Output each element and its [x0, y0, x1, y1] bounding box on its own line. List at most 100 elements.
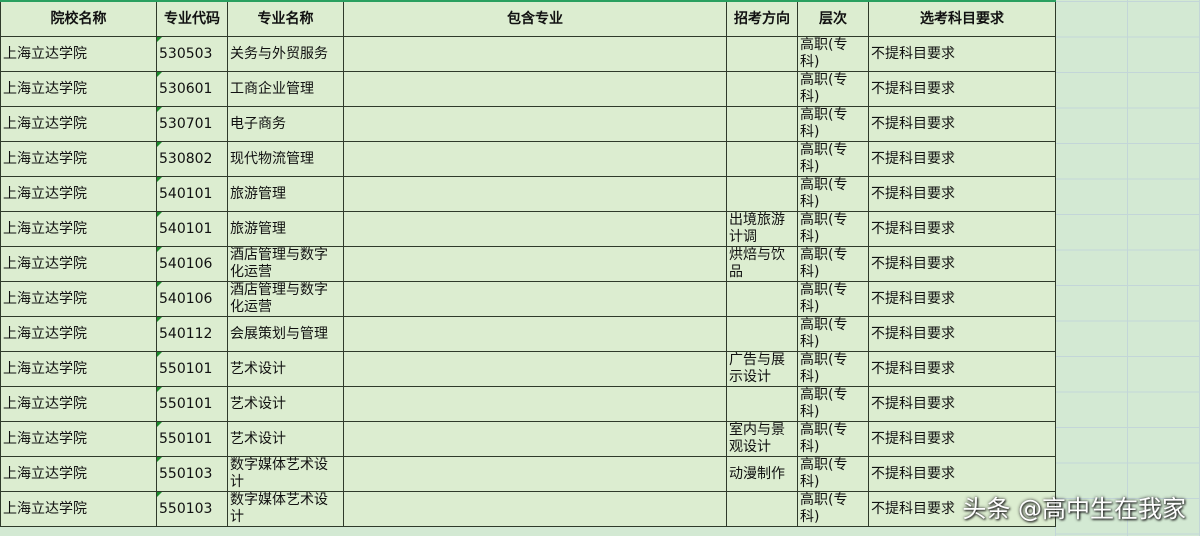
cell-school-name[interactable]: 上海立达学院 — [0, 36, 157, 72]
cell-included-majors[interactable] — [343, 456, 727, 492]
header-major-name[interactable]: 专业名称 — [227, 0, 344, 37]
cell-major-name[interactable]: 艺术设计 — [227, 421, 344, 457]
cell-school-name[interactable]: 上海立达学院 — [0, 281, 157, 317]
cell-school-name[interactable]: 上海立达学院 — [0, 141, 157, 177]
cell-school-name[interactable]: 上海立达学院 — [0, 386, 157, 422]
cell-subject-requirement[interactable]: 不提科目要求 — [868, 456, 1056, 492]
cell-school-name[interactable]: 上海立达学院 — [0, 211, 157, 247]
cell-major-code[interactable]: 540106 — [156, 246, 228, 282]
cell-included-majors[interactable] — [343, 246, 727, 282]
cell-major-code[interactable]: 530601 — [156, 71, 228, 107]
cell-school-name[interactable]: 上海立达学院 — [0, 351, 157, 387]
cell-major-code[interactable]: 540101 — [156, 211, 228, 247]
header-level[interactable]: 层次 — [797, 0, 869, 37]
cell-major-name[interactable]: 酒店管理与数字化运营 — [227, 246, 344, 282]
cell-major-name[interactable]: 数字媒体艺术设计 — [227, 491, 344, 527]
cell-major-code[interactable]: 550101 — [156, 351, 228, 387]
cell-major-code[interactable]: 530802 — [156, 141, 228, 177]
cell-level[interactable]: 高职(专科) — [797, 421, 869, 457]
cell-subject-requirement[interactable]: 不提科目要求 — [868, 421, 1056, 457]
cell-level[interactable]: 高职(专科) — [797, 71, 869, 107]
cell-major-code[interactable]: 550101 — [156, 386, 228, 422]
cell-subject-requirement[interactable]: 不提科目要求 — [868, 281, 1056, 317]
cell-subject-requirement[interactable]: 不提科目要求 — [868, 71, 1056, 107]
cell-direction[interactable] — [726, 141, 798, 177]
cell-subject-requirement[interactable]: 不提科目要求 — [868, 351, 1056, 387]
cell-school-name[interactable]: 上海立达学院 — [0, 421, 157, 457]
cell-included-majors[interactable] — [343, 106, 727, 142]
cell-major-name[interactable]: 酒店管理与数字化运营 — [227, 281, 344, 317]
cell-direction[interactable]: 烘焙与饮品 — [726, 246, 798, 282]
cell-level[interactable]: 高职(专科) — [797, 386, 869, 422]
cell-major-name[interactable]: 旅游管理 — [227, 176, 344, 212]
cell-level[interactable]: 高职(专科) — [797, 36, 869, 72]
cell-major-code[interactable]: 540106 — [156, 281, 228, 317]
cell-included-majors[interactable] — [343, 281, 727, 317]
cell-school-name[interactable]: 上海立达学院 — [0, 176, 157, 212]
cell-included-majors[interactable] — [343, 386, 727, 422]
cell-major-name[interactable]: 艺术设计 — [227, 351, 344, 387]
cell-school-name[interactable]: 上海立达学院 — [0, 71, 157, 107]
cell-direction[interactable] — [726, 36, 798, 72]
cell-direction[interactable]: 广告与展示设计 — [726, 351, 798, 387]
cell-school-name[interactable]: 上海立达学院 — [0, 246, 157, 282]
cell-level[interactable]: 高职(专科) — [797, 211, 869, 247]
cell-level[interactable]: 高职(专科) — [797, 141, 869, 177]
cell-major-name[interactable]: 关务与外贸服务 — [227, 36, 344, 72]
cell-direction[interactable] — [726, 71, 798, 107]
cell-subject-requirement[interactable]: 不提科目要求 — [868, 176, 1056, 212]
cell-direction[interactable] — [726, 386, 798, 422]
cell-included-majors[interactable] — [343, 211, 727, 247]
cell-major-name[interactable]: 旅游管理 — [227, 211, 344, 247]
cell-major-code[interactable]: 550103 — [156, 456, 228, 492]
cell-included-majors[interactable] — [343, 491, 727, 527]
cell-included-majors[interactable] — [343, 351, 727, 387]
cell-school-name[interactable]: 上海立达学院 — [0, 491, 157, 527]
cell-subject-requirement[interactable]: 不提科目要求 — [868, 491, 1056, 527]
cell-level[interactable]: 高职(专科) — [797, 176, 869, 212]
header-major-code[interactable]: 专业代码 — [156, 0, 228, 37]
cell-major-code[interactable]: 530701 — [156, 106, 228, 142]
cell-school-name[interactable]: 上海立达学院 — [0, 456, 157, 492]
cell-included-majors[interactable] — [343, 176, 727, 212]
cell-school-name[interactable]: 上海立达学院 — [0, 106, 157, 142]
cell-direction[interactable]: 出境旅游计调 — [726, 211, 798, 247]
cell-included-majors[interactable] — [343, 141, 727, 177]
cell-subject-requirement[interactable]: 不提科目要求 — [868, 141, 1056, 177]
cell-level[interactable]: 高职(专科) — [797, 491, 869, 527]
cell-major-code[interactable]: 540112 — [156, 316, 228, 352]
cell-level[interactable]: 高职(专科) — [797, 351, 869, 387]
cell-subject-requirement[interactable]: 不提科目要求 — [868, 211, 1056, 247]
cell-direction[interactable] — [726, 491, 798, 527]
cell-level[interactable]: 高职(专科) — [797, 316, 869, 352]
header-included-majors[interactable]: 包含专业 — [343, 0, 727, 37]
cell-major-code[interactable]: 540101 — [156, 176, 228, 212]
header-direction[interactable]: 招考方向 — [726, 0, 798, 37]
cell-direction[interactable] — [726, 106, 798, 142]
cell-included-majors[interactable] — [343, 71, 727, 107]
cell-major-name[interactable]: 工商企业管理 — [227, 71, 344, 107]
cell-level[interactable]: 高职(专科) — [797, 246, 869, 282]
cell-level[interactable]: 高职(专科) — [797, 456, 869, 492]
cell-major-code[interactable]: 550101 — [156, 421, 228, 457]
empty-cell-grid[interactable] — [1055, 0, 1200, 536]
cell-subject-requirement[interactable]: 不提科目要求 — [868, 316, 1056, 352]
cell-subject-requirement[interactable]: 不提科目要求 — [868, 36, 1056, 72]
cell-subject-requirement[interactable]: 不提科目要求 — [868, 246, 1056, 282]
cell-subject-requirement[interactable]: 不提科目要求 — [868, 386, 1056, 422]
cell-direction[interactable] — [726, 316, 798, 352]
cell-included-majors[interactable] — [343, 36, 727, 72]
cell-direction[interactable] — [726, 281, 798, 317]
cell-school-name[interactable]: 上海立达学院 — [0, 316, 157, 352]
cell-direction[interactable]: 动漫制作 — [726, 456, 798, 492]
cell-major-name[interactable]: 电子商务 — [227, 106, 344, 142]
cell-level[interactable]: 高职(专科) — [797, 281, 869, 317]
cell-major-name[interactable]: 会展策划与管理 — [227, 316, 344, 352]
cell-major-code[interactable]: 530503 — [156, 36, 228, 72]
header-school-name[interactable]: 院校名称 — [0, 0, 157, 37]
cell-level[interactable]: 高职(专科) — [797, 106, 869, 142]
cell-included-majors[interactable] — [343, 316, 727, 352]
cell-subject-requirement[interactable]: 不提科目要求 — [868, 106, 1056, 142]
cell-included-majors[interactable] — [343, 421, 727, 457]
cell-major-name[interactable]: 现代物流管理 — [227, 141, 344, 177]
